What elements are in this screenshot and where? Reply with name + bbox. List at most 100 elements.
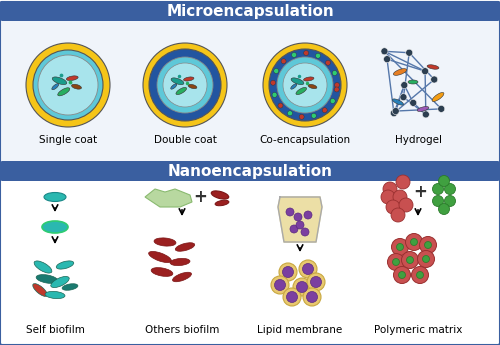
Ellipse shape	[52, 77, 67, 85]
Circle shape	[406, 256, 414, 264]
Circle shape	[418, 250, 434, 267]
FancyBboxPatch shape	[0, 2, 500, 179]
Circle shape	[278, 103, 283, 108]
Ellipse shape	[188, 84, 197, 89]
Circle shape	[392, 108, 399, 115]
Circle shape	[388, 254, 404, 270]
Text: Lipid membrane: Lipid membrane	[258, 325, 342, 335]
Ellipse shape	[290, 84, 297, 89]
Circle shape	[392, 258, 400, 266]
Text: Self biofilm: Self biofilm	[26, 325, 85, 335]
Circle shape	[304, 211, 312, 219]
Circle shape	[26, 43, 110, 127]
Circle shape	[438, 105, 445, 112]
Circle shape	[322, 108, 327, 113]
Circle shape	[381, 48, 388, 55]
Ellipse shape	[432, 92, 444, 101]
Circle shape	[279, 263, 297, 281]
Text: Microencapsulation: Microencapsulation	[166, 3, 334, 19]
Ellipse shape	[148, 252, 172, 263]
Circle shape	[296, 282, 308, 293]
Circle shape	[271, 276, 289, 294]
Polygon shape	[278, 197, 322, 242]
Ellipse shape	[176, 243, 195, 251]
Circle shape	[406, 234, 422, 250]
Circle shape	[402, 252, 418, 268]
Polygon shape	[145, 189, 192, 207]
Ellipse shape	[42, 221, 68, 233]
Circle shape	[422, 68, 428, 75]
Circle shape	[432, 184, 444, 195]
Circle shape	[326, 60, 330, 65]
Circle shape	[392, 238, 408, 256]
Circle shape	[299, 114, 304, 119]
Ellipse shape	[56, 261, 74, 269]
Circle shape	[422, 111, 430, 118]
Ellipse shape	[151, 268, 173, 276]
Circle shape	[332, 70, 337, 76]
Circle shape	[400, 93, 407, 101]
Circle shape	[143, 43, 227, 127]
Circle shape	[296, 221, 304, 229]
Circle shape	[424, 241, 432, 248]
Text: Nanoencapsulation: Nanoencapsulation	[168, 164, 332, 178]
Circle shape	[277, 57, 333, 113]
Circle shape	[269, 49, 341, 121]
Circle shape	[292, 52, 296, 57]
Circle shape	[316, 53, 320, 58]
Ellipse shape	[154, 238, 176, 246]
Circle shape	[438, 204, 450, 215]
Circle shape	[432, 196, 444, 207]
Ellipse shape	[304, 77, 314, 81]
Ellipse shape	[44, 193, 66, 201]
Ellipse shape	[36, 275, 58, 283]
Ellipse shape	[176, 87, 186, 95]
Ellipse shape	[291, 78, 304, 85]
Ellipse shape	[212, 191, 228, 199]
Circle shape	[416, 272, 424, 278]
Circle shape	[274, 68, 278, 73]
Circle shape	[396, 175, 410, 189]
Circle shape	[381, 190, 395, 204]
Ellipse shape	[296, 87, 306, 95]
Circle shape	[444, 184, 456, 195]
Circle shape	[290, 225, 298, 233]
Ellipse shape	[66, 76, 78, 80]
Circle shape	[310, 276, 322, 287]
Circle shape	[274, 279, 285, 290]
Circle shape	[263, 43, 347, 127]
Circle shape	[281, 59, 286, 64]
Ellipse shape	[170, 84, 177, 89]
Text: +: +	[193, 188, 207, 206]
Circle shape	[38, 55, 98, 115]
Ellipse shape	[392, 99, 404, 105]
Circle shape	[312, 113, 316, 118]
Ellipse shape	[58, 88, 70, 96]
Ellipse shape	[408, 80, 418, 84]
Circle shape	[33, 50, 103, 120]
Circle shape	[430, 76, 438, 83]
Circle shape	[410, 99, 416, 106]
Text: Co-encapsulation: Co-encapsulation	[260, 135, 350, 145]
Circle shape	[438, 176, 450, 187]
Circle shape	[444, 196, 456, 207]
Circle shape	[384, 56, 390, 63]
Ellipse shape	[32, 284, 48, 296]
Circle shape	[286, 292, 298, 303]
Circle shape	[406, 49, 412, 56]
Text: Double coat: Double coat	[154, 135, 216, 145]
Ellipse shape	[62, 284, 78, 290]
Ellipse shape	[72, 84, 82, 89]
Circle shape	[272, 92, 277, 97]
Circle shape	[288, 111, 292, 116]
Ellipse shape	[172, 272, 192, 282]
Circle shape	[422, 256, 430, 263]
Text: Polymeric matrix: Polymeric matrix	[374, 325, 462, 335]
Circle shape	[334, 82, 340, 88]
Circle shape	[294, 213, 302, 221]
Circle shape	[398, 272, 406, 278]
Text: +: +	[413, 183, 427, 201]
Circle shape	[307, 273, 325, 291]
Circle shape	[334, 87, 339, 92]
Circle shape	[399, 198, 413, 212]
